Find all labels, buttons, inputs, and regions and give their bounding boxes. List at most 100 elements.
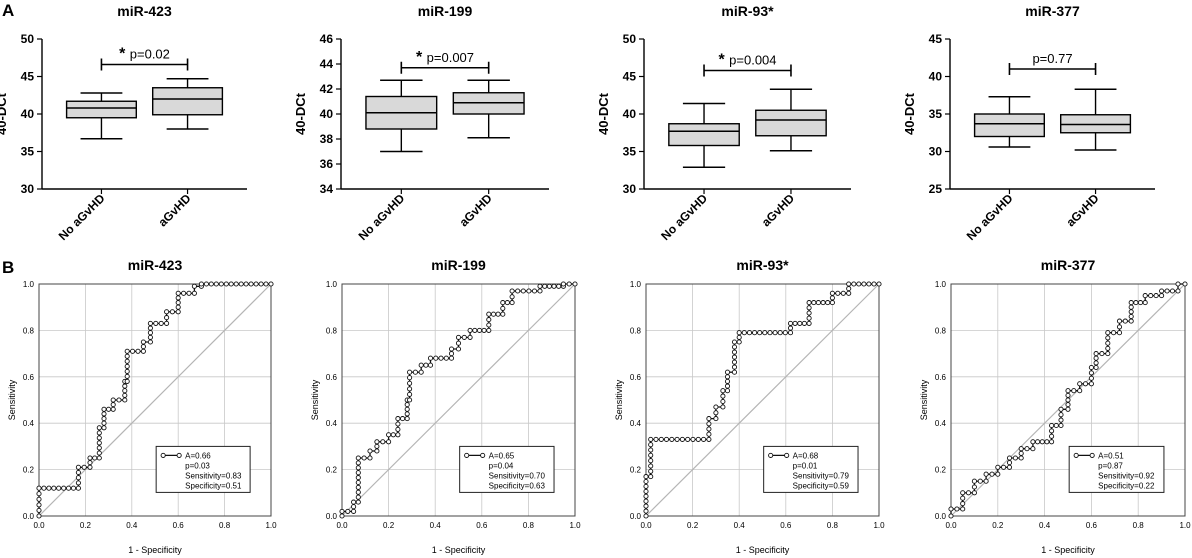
roc-markers bbox=[643, 281, 882, 519]
roc-point bbox=[233, 281, 239, 287]
roc-point bbox=[983, 478, 989, 484]
roc-point bbox=[1058, 406, 1064, 412]
roc-point bbox=[486, 317, 492, 323]
roc-point bbox=[355, 484, 361, 490]
roc-point bbox=[101, 425, 107, 431]
legend-entry: p=0.01 bbox=[793, 461, 818, 470]
roc-point bbox=[1182, 281, 1188, 287]
roc-point bbox=[75, 469, 81, 476]
roc-point bbox=[757, 330, 763, 336]
roc-point bbox=[1099, 351, 1105, 357]
roc-point bbox=[1065, 392, 1071, 398]
roc-point bbox=[1105, 340, 1111, 346]
roc-point bbox=[971, 478, 977, 484]
roc-point bbox=[96, 425, 102, 431]
plot-frame bbox=[38, 283, 272, 517]
x-tick-label: No aGvHD bbox=[56, 191, 108, 243]
roc-point bbox=[736, 330, 742, 336]
roc-point bbox=[787, 330, 794, 336]
box-iqr bbox=[151, 87, 224, 116]
roc-point bbox=[736, 334, 742, 340]
roc-point bbox=[191, 290, 197, 296]
roc-point bbox=[731, 339, 738, 345]
chart-8: miR-377 0.00.0 0.2 0.2 0.4 0.4 0.6 0.6 0.8 0.8 1.0… bbox=[919, 257, 1191, 555]
roc-point bbox=[395, 426, 401, 432]
roc-point bbox=[1006, 460, 1013, 466]
roc-point bbox=[407, 386, 413, 392]
roc-point bbox=[731, 354, 738, 360]
roc-point bbox=[954, 506, 960, 512]
legend-marker bbox=[768, 452, 774, 458]
legend-entry: p=0.03 bbox=[185, 461, 210, 470]
roc-point bbox=[355, 470, 361, 476]
roc-point bbox=[713, 410, 719, 416]
roc-point bbox=[407, 380, 413, 386]
y-tick-label: 34 bbox=[320, 182, 334, 196]
roc-markers bbox=[36, 281, 274, 519]
roc-point bbox=[490, 311, 497, 317]
legend-entry: Sensitivity=0.70 bbox=[489, 471, 546, 480]
chart-7: miR-93* 0.00.0 0.2 0.2 0.4 0.4 0.6 0.6 0.8 0.8 1.0… bbox=[614, 257, 885, 555]
roc-point bbox=[36, 513, 42, 519]
roc-point bbox=[1093, 355, 1099, 361]
roc-point bbox=[815, 300, 821, 306]
roc-point bbox=[61, 485, 67, 491]
roc-markers bbox=[339, 281, 578, 519]
x-tick-label: 0.8 bbox=[1133, 521, 1145, 530]
roc-point bbox=[787, 325, 794, 331]
chart-1: miR-423 40-DCt 30 35 40 45 50 No aGvHD aGvHD * p=… bbox=[0, 3, 247, 243]
roc-point bbox=[509, 288, 515, 294]
legend-marker bbox=[1089, 452, 1095, 458]
roc-point bbox=[1116, 324, 1123, 330]
roc-point bbox=[731, 349, 738, 355]
y-tick-label: 0.2 bbox=[630, 466, 642, 475]
roc-point bbox=[75, 475, 81, 481]
roc-point bbox=[851, 281, 857, 287]
roc-point bbox=[731, 344, 738, 350]
roc-point bbox=[1018, 455, 1024, 461]
roc-point bbox=[772, 330, 778, 336]
roc-point bbox=[674, 436, 680, 442]
roc-point bbox=[801, 320, 807, 326]
roc-point bbox=[1128, 309, 1134, 315]
roc-point bbox=[806, 305, 812, 311]
y-axis-label: 40-DCt bbox=[596, 92, 611, 135]
roc-point bbox=[36, 491, 42, 497]
roc-point bbox=[124, 348, 130, 354]
roc-point bbox=[438, 355, 444, 361]
box-iqr bbox=[1059, 114, 1132, 134]
x-tick-label: 0.4 bbox=[1039, 521, 1051, 530]
roc-point bbox=[407, 375, 413, 381]
x-tick-label: 0.0 bbox=[945, 521, 957, 530]
roc-point bbox=[1105, 351, 1111, 357]
roc-point bbox=[400, 416, 406, 422]
legend-marker bbox=[160, 452, 166, 458]
roc-point bbox=[960, 495, 966, 501]
panel-b-label: B bbox=[2, 258, 14, 277]
roc-point bbox=[663, 436, 670, 442]
roc-point bbox=[724, 374, 731, 380]
y-tick-label: 40 bbox=[929, 70, 943, 84]
roc-point bbox=[404, 406, 410, 412]
legend-entry: Sensitivity=0.92 bbox=[1098, 471, 1155, 480]
roc-point bbox=[203, 281, 209, 287]
x-tick-label: 0.2 bbox=[992, 521, 1004, 530]
roc-point bbox=[520, 288, 526, 294]
roc-point bbox=[1012, 455, 1018, 461]
roc-point bbox=[110, 406, 116, 412]
roc-point bbox=[175, 309, 181, 315]
y-tick-label: 35 bbox=[929, 107, 943, 121]
roc-point bbox=[1137, 300, 1144, 306]
y-tick-label: 0.4 bbox=[23, 419, 35, 428]
roc-point bbox=[829, 300, 835, 306]
roc-point bbox=[175, 304, 181, 310]
box-iqr bbox=[65, 100, 137, 119]
roc-point bbox=[355, 455, 361, 461]
y-tick-label: 42 bbox=[320, 82, 334, 96]
x-tick-label: aGvHD bbox=[457, 191, 495, 229]
roc-point bbox=[1039, 439, 1045, 445]
roc-point bbox=[995, 471, 1001, 477]
legend-entry: Specificity=0.59 bbox=[793, 481, 850, 490]
roc-point bbox=[169, 309, 175, 315]
roc-point bbox=[720, 404, 726, 410]
